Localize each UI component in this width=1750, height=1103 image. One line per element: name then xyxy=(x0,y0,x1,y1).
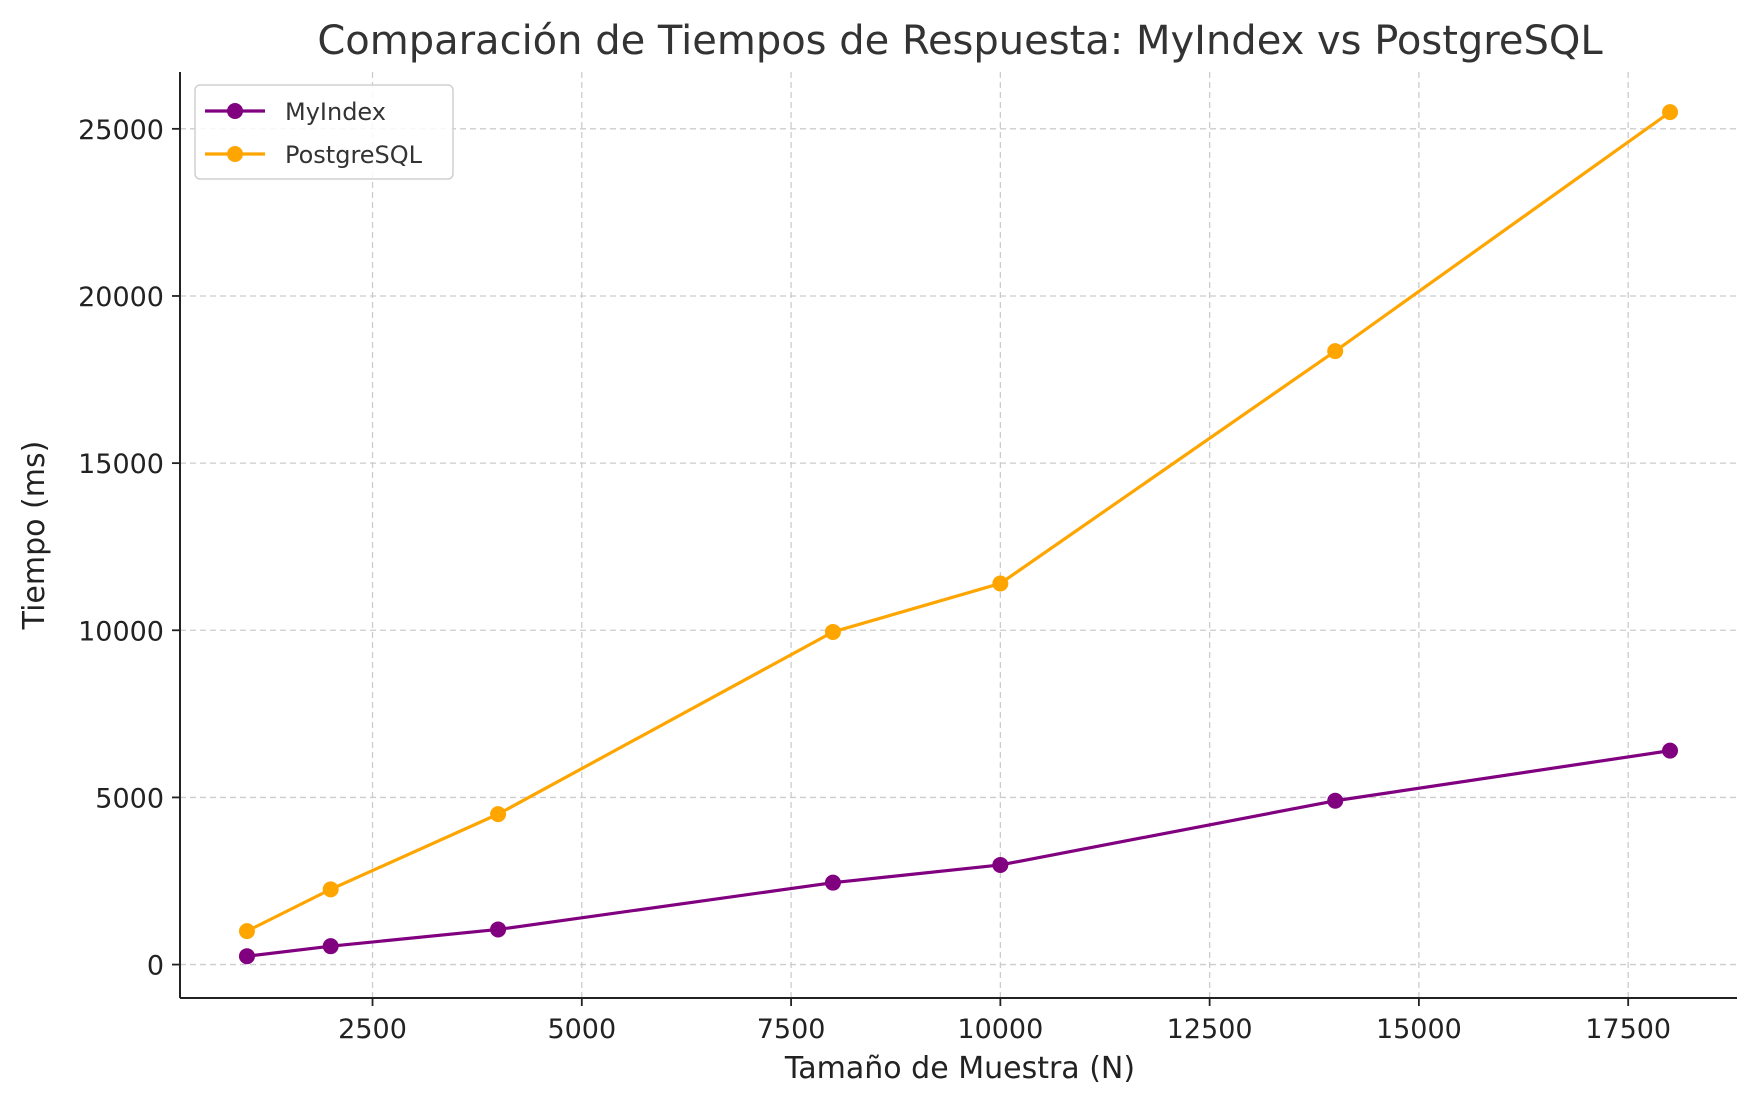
x-tick-label: 15000 xyxy=(1376,1014,1462,1045)
chart-title: Comparación de Tiempos de Respuesta: MyI… xyxy=(317,18,1603,64)
myindex-data-point xyxy=(322,938,339,955)
y-tick-label: 10000 xyxy=(78,616,164,647)
y-tick-label: 20000 xyxy=(78,282,164,313)
x-tick-label: 2500 xyxy=(338,1014,407,1045)
legend-label-postgresql: PostgreSQL xyxy=(285,141,423,169)
postgresql-data-point xyxy=(238,923,255,940)
postgresql-data-point xyxy=(490,806,507,823)
legend-marker-postgresql xyxy=(227,146,243,162)
y-tick-label: 25000 xyxy=(78,115,164,146)
x-tick-label: 10000 xyxy=(957,1014,1043,1045)
legend: MyIndex PostgreSQL xyxy=(194,84,454,180)
legend-marker-myindex xyxy=(227,103,243,119)
y-tick-label: 15000 xyxy=(78,449,164,480)
myindex-data-point xyxy=(238,948,255,965)
grid-lines xyxy=(180,72,1737,998)
myindex-data-point xyxy=(1327,792,1344,809)
postgresql-series-line xyxy=(246,110,1671,933)
postgresql-data-point xyxy=(824,623,841,640)
y-axis-label: Tiempo (ms) xyxy=(17,441,52,631)
postgresql-data-point xyxy=(1662,104,1679,121)
postgresql-data-point xyxy=(322,881,339,898)
x-tick-label: 17500 xyxy=(1585,1014,1671,1045)
x-tick-label: 7500 xyxy=(757,1014,826,1045)
myindex-data-point xyxy=(490,921,507,938)
x-axis-label: Tamaño de Muestra (N) xyxy=(784,1051,1135,1086)
series-lines xyxy=(238,104,1679,965)
myindex-series-line xyxy=(246,749,1671,958)
postgresql-data-point xyxy=(1327,343,1344,360)
postgresql-data-point xyxy=(992,575,1009,592)
myindex-data-point xyxy=(992,856,1009,873)
y-tick-label: 0 xyxy=(147,951,164,982)
y-tick-label: 5000 xyxy=(95,783,164,814)
axes: 2500 5000 7500 10000 12500 15000 17500 0 5000 100… xyxy=(78,72,1737,1045)
myindex-data-point xyxy=(824,874,841,891)
legend-label-myindex: MyIndex xyxy=(285,98,386,126)
x-tick-label: 5000 xyxy=(547,1014,616,1045)
x-tick-label: 12500 xyxy=(1167,1014,1253,1045)
myindex-data-point xyxy=(1662,742,1679,759)
